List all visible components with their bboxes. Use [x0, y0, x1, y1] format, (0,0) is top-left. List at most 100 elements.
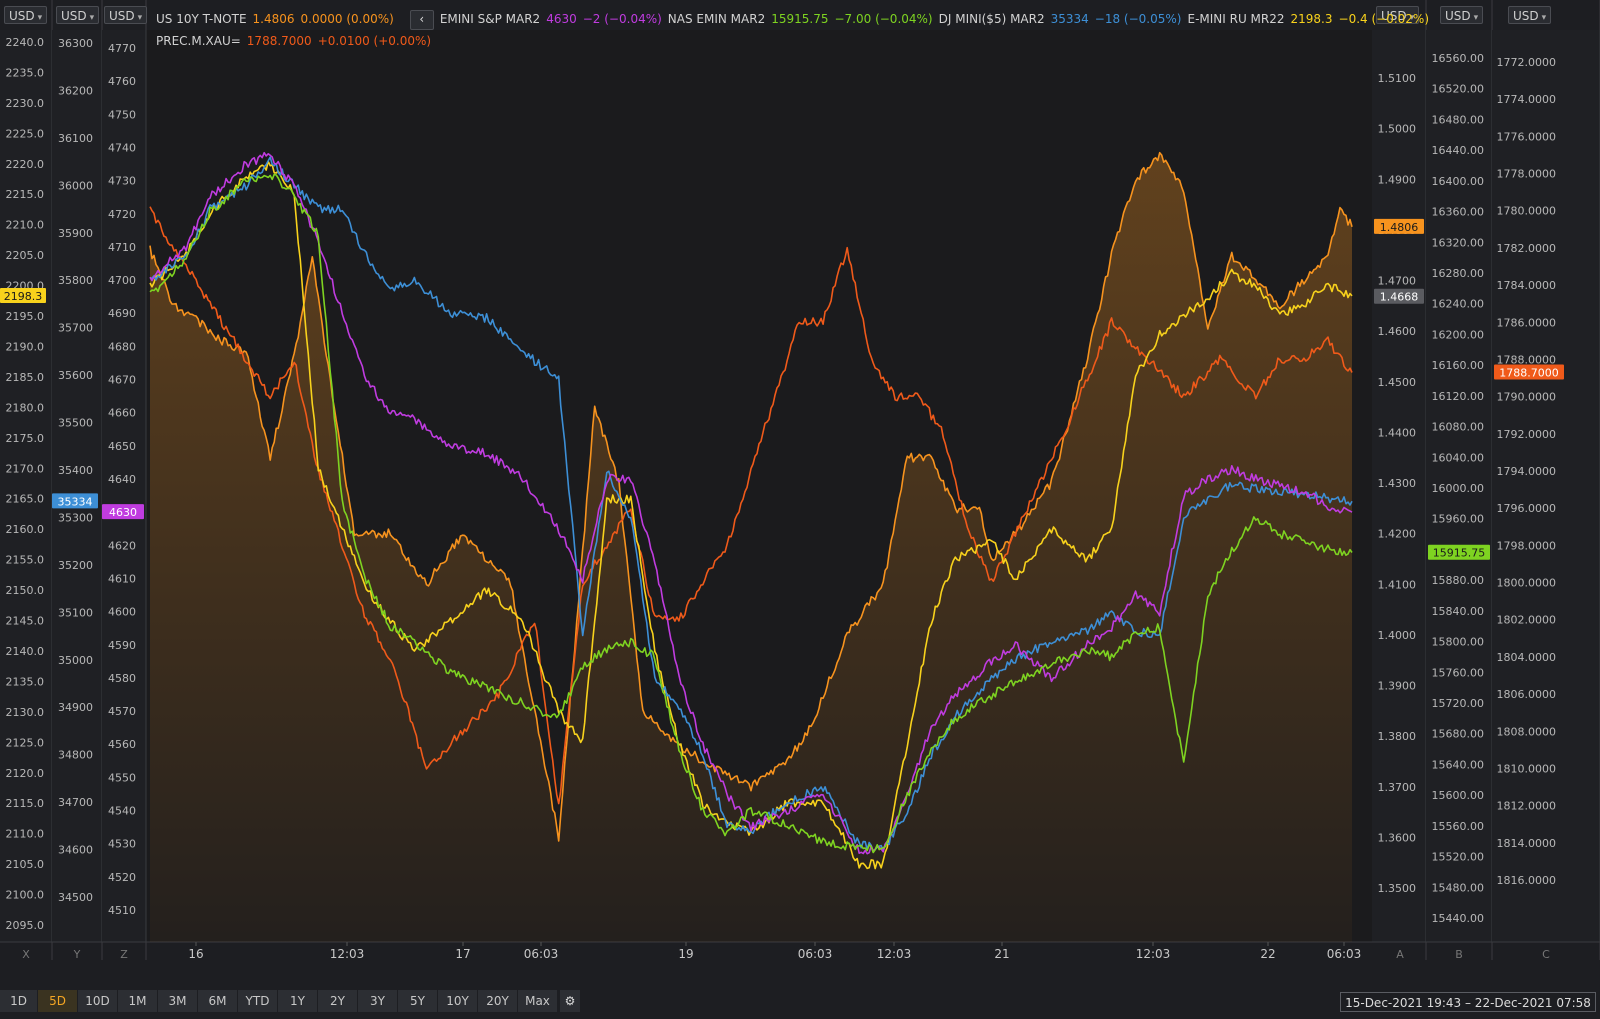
axis-tick-label-ru: 2135.0 [6, 675, 45, 688]
axis-tick-label-sp: 4560 [108, 738, 136, 751]
series-line-tnote [149, 151, 1353, 842]
axis-tick-label-dj: 35900 [58, 227, 93, 240]
axis-tick-label-tnote: 1.4900 [1378, 173, 1417, 186]
collapse-legend-button[interactable]: ‹ [409, 10, 434, 30]
axis-tick-label-tnote: 1.3800 [1378, 730, 1417, 743]
marker-sp: 4630 [102, 504, 144, 519]
axis-pane [52, 30, 102, 942]
axis-tick-label-ru: 2160.0 [6, 523, 45, 536]
period-button-1m[interactable]: 1M [118, 990, 158, 1012]
axis-tick-label-dj: 35600 [58, 369, 93, 382]
period-button-20y[interactable]: 20Y [478, 990, 518, 1012]
time-axis-label: 19 [678, 947, 693, 961]
time-axis-label: 06:03 [798, 947, 833, 961]
period-button-10d[interactable]: 10D [78, 990, 118, 1012]
axis-tick-label-ru: 2230.0 [6, 97, 45, 110]
currency-select-label: USD [61, 9, 87, 23]
axis-letter-gold: C [1542, 948, 1550, 961]
axis-tick-label-sp: 4660 [108, 407, 136, 420]
axis-tick-label-dj: 34700 [58, 796, 93, 809]
axis-tick-label-ru: 2165.0 [6, 493, 45, 506]
period-button-10y[interactable]: 10Y [438, 990, 478, 1012]
chevron-down-icon: ▾ [1473, 13, 1479, 23]
series-line-dj [149, 156, 1353, 853]
axis-tick-label-gold: 1784.0000 [1497, 279, 1557, 292]
axis-tick-label-nas: 16160.00 [1432, 359, 1485, 372]
period-button-6m[interactable]: 6M [198, 990, 238, 1012]
legend-tnote-value: 1.4806 [252, 12, 295, 26]
period-button-1d[interactable]: 1D [0, 990, 38, 1012]
time-axis-label: 16 [188, 947, 203, 961]
axis-tick-label-nas: 16440.00 [1432, 144, 1485, 157]
axis-tick-label-sp: 4670 [108, 374, 136, 387]
legend-nas-value: 15915.75 [771, 12, 829, 26]
axis-tick-label-dj: 35200 [58, 559, 93, 572]
axis-tick-label-sp: 4710 [108, 241, 136, 254]
axis-tick-label-ru: 2130.0 [6, 706, 45, 719]
period-button-2y[interactable]: 2Y [318, 990, 358, 1012]
legend-dj-name: DJ MINI($5) MAR2 [938, 12, 1045, 26]
axis-tick-label-ru: 2140.0 [6, 645, 45, 658]
axis-letter-tnote: A [1396, 948, 1404, 961]
axis-tick-label-dj: 35700 [58, 322, 93, 335]
currency-select[interactable]: USD ▾ [1508, 6, 1552, 24]
axis-tick-label-dj: 36200 [58, 84, 93, 97]
axis-tick-label-gold: 1776.0000 [1497, 130, 1557, 143]
axis-tick-label-nas: 15880.00 [1432, 574, 1485, 587]
axis-tick-label-dj: 36100 [58, 132, 93, 145]
chevron-down-icon: ▾ [1409, 13, 1415, 23]
currency-select-label: USD [1513, 9, 1539, 23]
period-button-1y[interactable]: 1Y [278, 990, 318, 1012]
axis-tick-label-dj: 34600 [58, 844, 93, 857]
axis-tick-label-dj: 35000 [58, 654, 93, 667]
legend-row-1: US 10Y T-NOTE 1.4806 0.0000 (0.00%) ‹ EMINI … [156, 10, 1435, 30]
axis-tick-label-gold: 1796.0000 [1497, 502, 1557, 515]
marker-dj-label: 35334 [58, 495, 93, 508]
currency-select-label: USD [9, 9, 35, 23]
axis-tick-label-nas: 15440.00 [1432, 912, 1485, 925]
gear-icon[interactable]: ⚙ [560, 990, 580, 1012]
axis-tick-label-sp: 4640 [108, 473, 136, 486]
axis-tick-label-nas: 16560.00 [1432, 52, 1485, 65]
axis-tick-label-ru: 2175.0 [6, 432, 45, 445]
axis-tick-label-nas: 16120.00 [1432, 390, 1485, 403]
axis-tick-label-gold: 1782.0000 [1497, 242, 1557, 255]
axis-tick-label-tnote: 1.4000 [1378, 629, 1417, 642]
period-button-3m[interactable]: 3M [158, 990, 198, 1012]
currency-select[interactable]: USD ▾ [1440, 6, 1484, 24]
axis-tick-label-ru: 2155.0 [6, 554, 45, 567]
axis-tick-label-gold: 1786.0000 [1497, 316, 1557, 329]
period-button-5d[interactable]: 5D [38, 990, 78, 1012]
legend-row-2: PREC.M.XAU= 1788.7000 +0.0100 (+0.00%) [156, 32, 437, 50]
currency-select[interactable]: USD ▾ [104, 6, 148, 24]
currency-select-label: USD [1445, 9, 1471, 23]
date-range-display[interactable]: 15-Dec-2021 19:43 – 22-Dec-2021 07:58 [1340, 992, 1596, 1012]
period-button-5y[interactable]: 5Y [398, 990, 438, 1012]
period-button-3y[interactable]: 3Y [358, 990, 398, 1012]
legend-gold-change: +0.0100 (+0.00%) [317, 34, 432, 48]
legend-ru-value: 2198.3 [1290, 12, 1333, 26]
period-button-max[interactable]: Max [518, 990, 558, 1012]
axis-tick-label-gold: 1798.0000 [1497, 539, 1557, 552]
marker-sp-label: 4630 [109, 506, 137, 519]
axis-tick-label-nas: 16080.00 [1432, 421, 1485, 434]
marker-sp-box [102, 504, 144, 520]
marker-gold-label: 1788.7000 [1499, 366, 1559, 379]
axis-letter-ru: X [22, 948, 30, 961]
period-button-ytd[interactable]: YTD [238, 990, 278, 1012]
axis-letter-sp: Z [120, 948, 128, 961]
currency-select[interactable]: USD ▾ [56, 6, 100, 24]
currency-select[interactable]: USD ▾ [4, 6, 48, 24]
axis-tick-label-nas: 15720.00 [1432, 697, 1485, 710]
legend-dj-value: 35334 [1050, 12, 1089, 26]
currency-select[interactable]: USD ▾ [1376, 6, 1420, 24]
axis-pane [102, 30, 146, 942]
axis-tick-label-gold: 1778.0000 [1497, 168, 1557, 181]
axis-tick-label-sp: 4540 [108, 805, 136, 818]
axis-tick-label-gold: 1814.0000 [1497, 837, 1557, 850]
axis-pane [1426, 30, 1492, 942]
axis-tick-label-tnote: 1.4700 [1378, 275, 1417, 288]
axis-tick-label-ru: 2105.0 [6, 858, 45, 871]
axis-tick-label-sp: 4600 [108, 606, 136, 619]
